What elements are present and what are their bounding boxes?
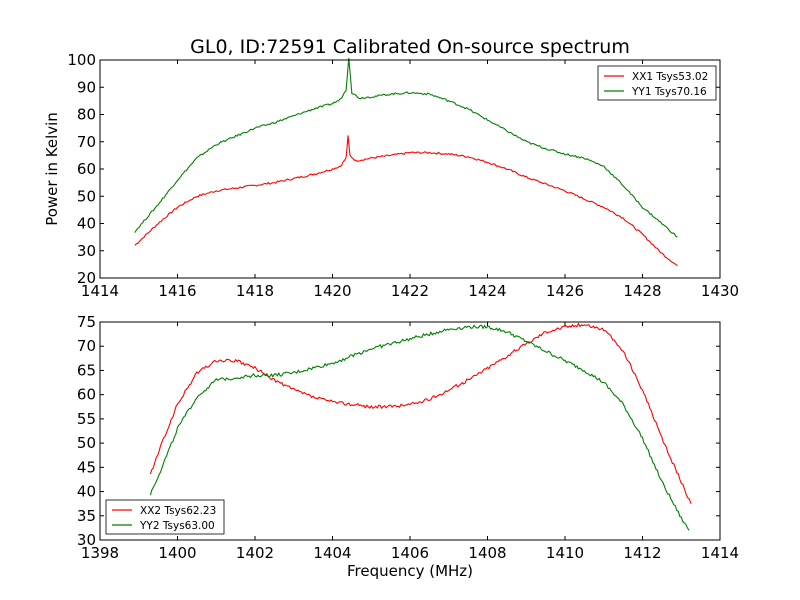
legend-label: YY1 Tsys70.16	[631, 86, 707, 98]
legend-label: YY2 Tsys63.00	[139, 520, 215, 532]
series-line-2-1	[149, 322, 692, 504]
x-tick-label: 1406	[391, 544, 429, 562]
y-tick-label: 90	[77, 78, 96, 96]
y-tick-label: 55	[77, 410, 96, 428]
series-line-2-2	[149, 324, 690, 531]
legend: XX2 Tsys62.23 YY2 Tsys63.00	[105, 499, 225, 535]
y-tick-label: 30	[77, 531, 96, 549]
legend-label: XX2 Tsys62.23	[140, 505, 216, 517]
x-tick-label: 1410	[546, 544, 584, 562]
x-tick-label: 1430	[701, 282, 739, 300]
x-tick-label: 1400	[158, 544, 196, 562]
x-tick-label: 1422	[391, 282, 429, 300]
y-tick-label: 30	[77, 242, 96, 260]
legend-box	[105, 499, 225, 535]
y-tick-label: 60	[77, 386, 96, 404]
x-tick-label: 1420	[313, 282, 351, 300]
y-tick-label: 50	[77, 434, 96, 452]
x-tick-label: 1414	[81, 282, 119, 300]
x-tick-label: 1416	[158, 282, 196, 300]
y-tick-label: 40	[77, 483, 96, 501]
figure-title: GL0, ID:72591 Calibrated On-source spect…	[190, 36, 630, 58]
y-tick-label: 70	[77, 133, 96, 151]
y-tick-label: 60	[77, 160, 96, 178]
y-tick-label: 40	[77, 215, 96, 233]
y-tick-label: 65	[77, 361, 96, 379]
x-tick-label: 1398	[81, 544, 119, 562]
legend-label: XX1 Tsys53.02	[632, 71, 708, 83]
top-spectrum-plot: 1414 1416 1418 1420 1422 1424 1426 1428 1430 20 30…	[67, 51, 739, 300]
x-tick-label: 1402	[236, 544, 274, 562]
y-tick-label: 80	[77, 106, 96, 124]
legend: XX1 Tsys53.02 YY1 Tsys70.16	[597, 65, 717, 101]
y-tick-label: 100	[67, 51, 96, 69]
series-line-1-2	[134, 58, 678, 238]
y-tick-label: 45	[77, 458, 96, 476]
x-tick-label: 1426	[546, 282, 584, 300]
y-tick-label: 20	[77, 269, 96, 287]
x-tick-label: 1424	[468, 282, 506, 300]
bottom-spectrum-plot: 1398 1400 1402 1404 1406 1408 1410 1412 1414 30 35…	[77, 313, 739, 562]
x-tick-label: 1418	[236, 282, 274, 300]
x-tick-label: 1414	[701, 544, 739, 562]
legend-box	[597, 65, 717, 101]
x-axis-label: Frequency (MHz)	[347, 562, 473, 580]
y-tick-label: 70	[77, 337, 96, 355]
y-tick-label: 75	[77, 313, 96, 331]
x-tick-label: 1428	[623, 282, 661, 300]
y-tick-label: 35	[77, 507, 96, 525]
x-tick-label: 1404	[313, 544, 351, 562]
x-tick-label: 1412	[623, 544, 661, 562]
x-tick-label: 1408	[468, 544, 506, 562]
y-tick-label: 50	[77, 187, 96, 205]
series-line-1-1	[134, 135, 678, 267]
y-axis-label: Power in Kelvin	[43, 112, 61, 226]
